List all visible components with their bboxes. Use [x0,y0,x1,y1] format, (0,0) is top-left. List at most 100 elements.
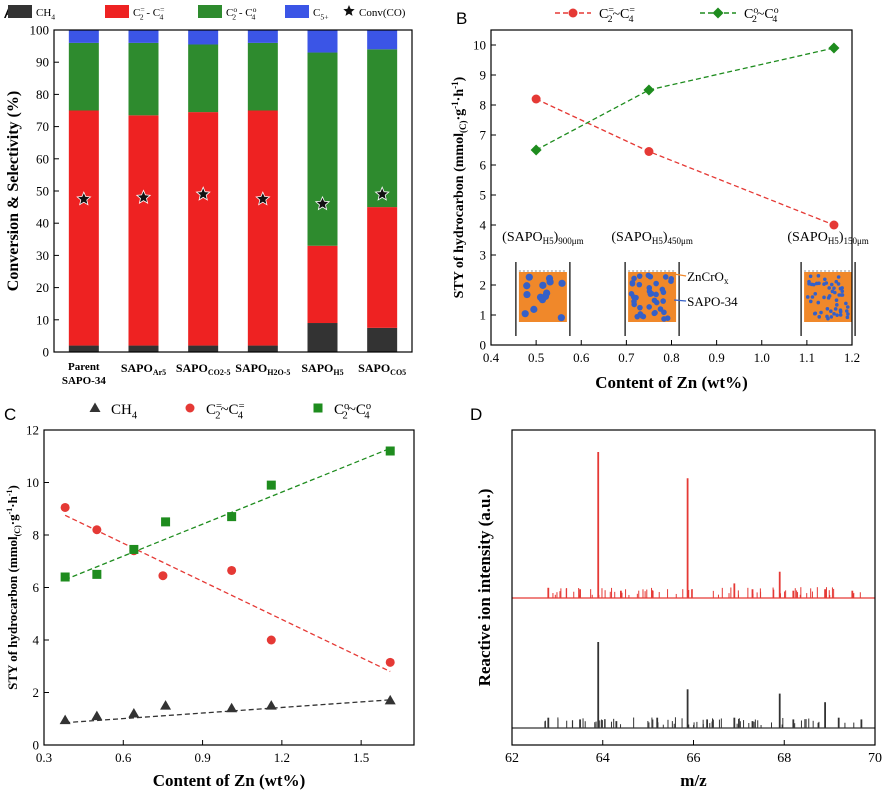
sapo-particle [808,299,813,304]
y-tick-label: 5 [480,188,487,203]
y-title-part: ·h [5,495,20,507]
panel-d: D 62 64 66 68 70 m/z Reactive ion intensity (a.… [470,405,882,790]
legend-marker [313,403,323,413]
sapo-particle [645,272,652,279]
sapo-particle [829,309,833,314]
legend-superscript: = [608,5,614,16]
y-title-sub: (C) [458,121,468,134]
legend-subscript: 4 [251,12,255,21]
legend-superscript: = [239,401,245,412]
category-subscript: Ar5 [153,368,166,377]
legend-superscript: o [366,401,371,412]
plot-frame [53,29,413,353]
legend-text-part: - C [144,7,161,19]
y-tick-label: 0 [43,345,50,360]
y-tick-label: 9 [480,68,487,83]
data-point [128,708,140,718]
legend-swatch [198,5,222,18]
sapo-particle [541,292,550,301]
category-label: SAPOH5 [301,361,343,377]
panel-c-legend: CH4​ C=2​~C=4​ Co2​~Co4​ [89,401,371,422]
data-point [385,657,395,667]
x-tick-label: 1.5 [353,750,369,765]
legend-text-part: C [334,402,344,418]
panel-b-legend: C=2​~C=4​ Co2​~Co4​ [555,5,779,25]
conv-marker [374,186,390,201]
sapo-particle [660,289,667,296]
sapo-particle [557,314,565,322]
sapo-particle [822,295,826,300]
x-tick-label: 0.6 [115,750,132,765]
sapo-particle [653,299,660,306]
fit-line [64,447,391,581]
x-tick-label: 64 [596,751,610,766]
bar-segment [188,345,219,352]
y-tick-label: 30 [36,248,49,263]
panel-a: ACH4​C=2​ - C=4​Co2​ - Co4​C5+​Conv(CO)P… [4,2,413,387]
category-label: SAPO-34 [62,375,107,387]
legend-entry-1: CH4​ [111,402,138,422]
y-tick-label: 4 [480,218,487,233]
x-tick-label: 68 [777,751,791,766]
data-point [530,144,542,156]
y-tick-label: 70 [36,119,49,134]
data-point [829,220,839,230]
sapo-particle [631,275,637,282]
conv-marker [255,191,271,206]
x-tick-label: 62 [505,751,519,766]
sapo-particle [844,301,848,306]
legend-subscript: 4 [629,14,634,25]
legend-text-part: C [599,7,608,22]
zncrox-annotation: ZnCrOx [687,269,729,286]
panel-b: BC=2​~C=4​Co2​~Co4​(SAPOH5)900μm(SAPOH5)… [450,5,869,392]
sapo-particle [845,315,850,320]
sapo-particle [834,279,839,284]
legend-superscript: = [629,5,635,16]
bar-segment [128,42,159,116]
sapo-particle [668,278,674,284]
y-tick-label: 100 [30,23,50,38]
y-tick-label: 6 [33,580,40,595]
bar-segment [367,327,398,352]
panel-letter-d: D [470,405,482,424]
sapo-particle [835,303,839,307]
bar-segment [128,30,159,43]
panel-letter-b: B [456,9,467,28]
inset-label-base: (SAPO [787,230,827,245]
x-tick-label: 0.8 [663,350,679,365]
sapo-particle [813,291,818,296]
legend-subscript: 4 [238,411,244,422]
sapo-particle [546,278,554,286]
y-title-part: ·g [452,109,467,121]
data-point [129,544,139,554]
y-tick-label: 10 [473,38,486,53]
bar-segment [247,30,278,43]
legend-subscript: 5+ [320,12,328,21]
sapo-particle [653,291,659,298]
legend-superscript: = [160,5,164,14]
legend-swatch [8,5,32,18]
data-point [60,502,70,512]
sapo-particle [838,308,843,312]
data-point [158,571,168,581]
y-tick-label: 2 [33,685,40,700]
zncrox-subscript: x [724,276,729,286]
y-tick-label: 90 [36,55,49,70]
y-title-part: STY of hydrocarbon (mmol [5,536,20,690]
legend-entry-1: C=2​~C=4​ [599,5,635,25]
y-title-sup: -1 [5,508,14,515]
category-subscript: H5 [333,368,343,377]
sapo-particle [845,305,850,309]
sapo-particle [830,289,835,294]
sapo-particle [836,275,841,279]
sapo-particle [814,281,819,286]
x-tick-label: 0.7 [618,350,635,365]
legend-superscript: o [753,5,758,16]
inset-label: (SAPOH5)150μm [787,230,868,246]
sapo-particle [807,281,811,286]
conv-marker [314,195,331,211]
inset-label-size: 150μm [843,236,868,246]
category-base: SAPO [301,361,333,375]
inset-label-close: ) [839,230,844,245]
